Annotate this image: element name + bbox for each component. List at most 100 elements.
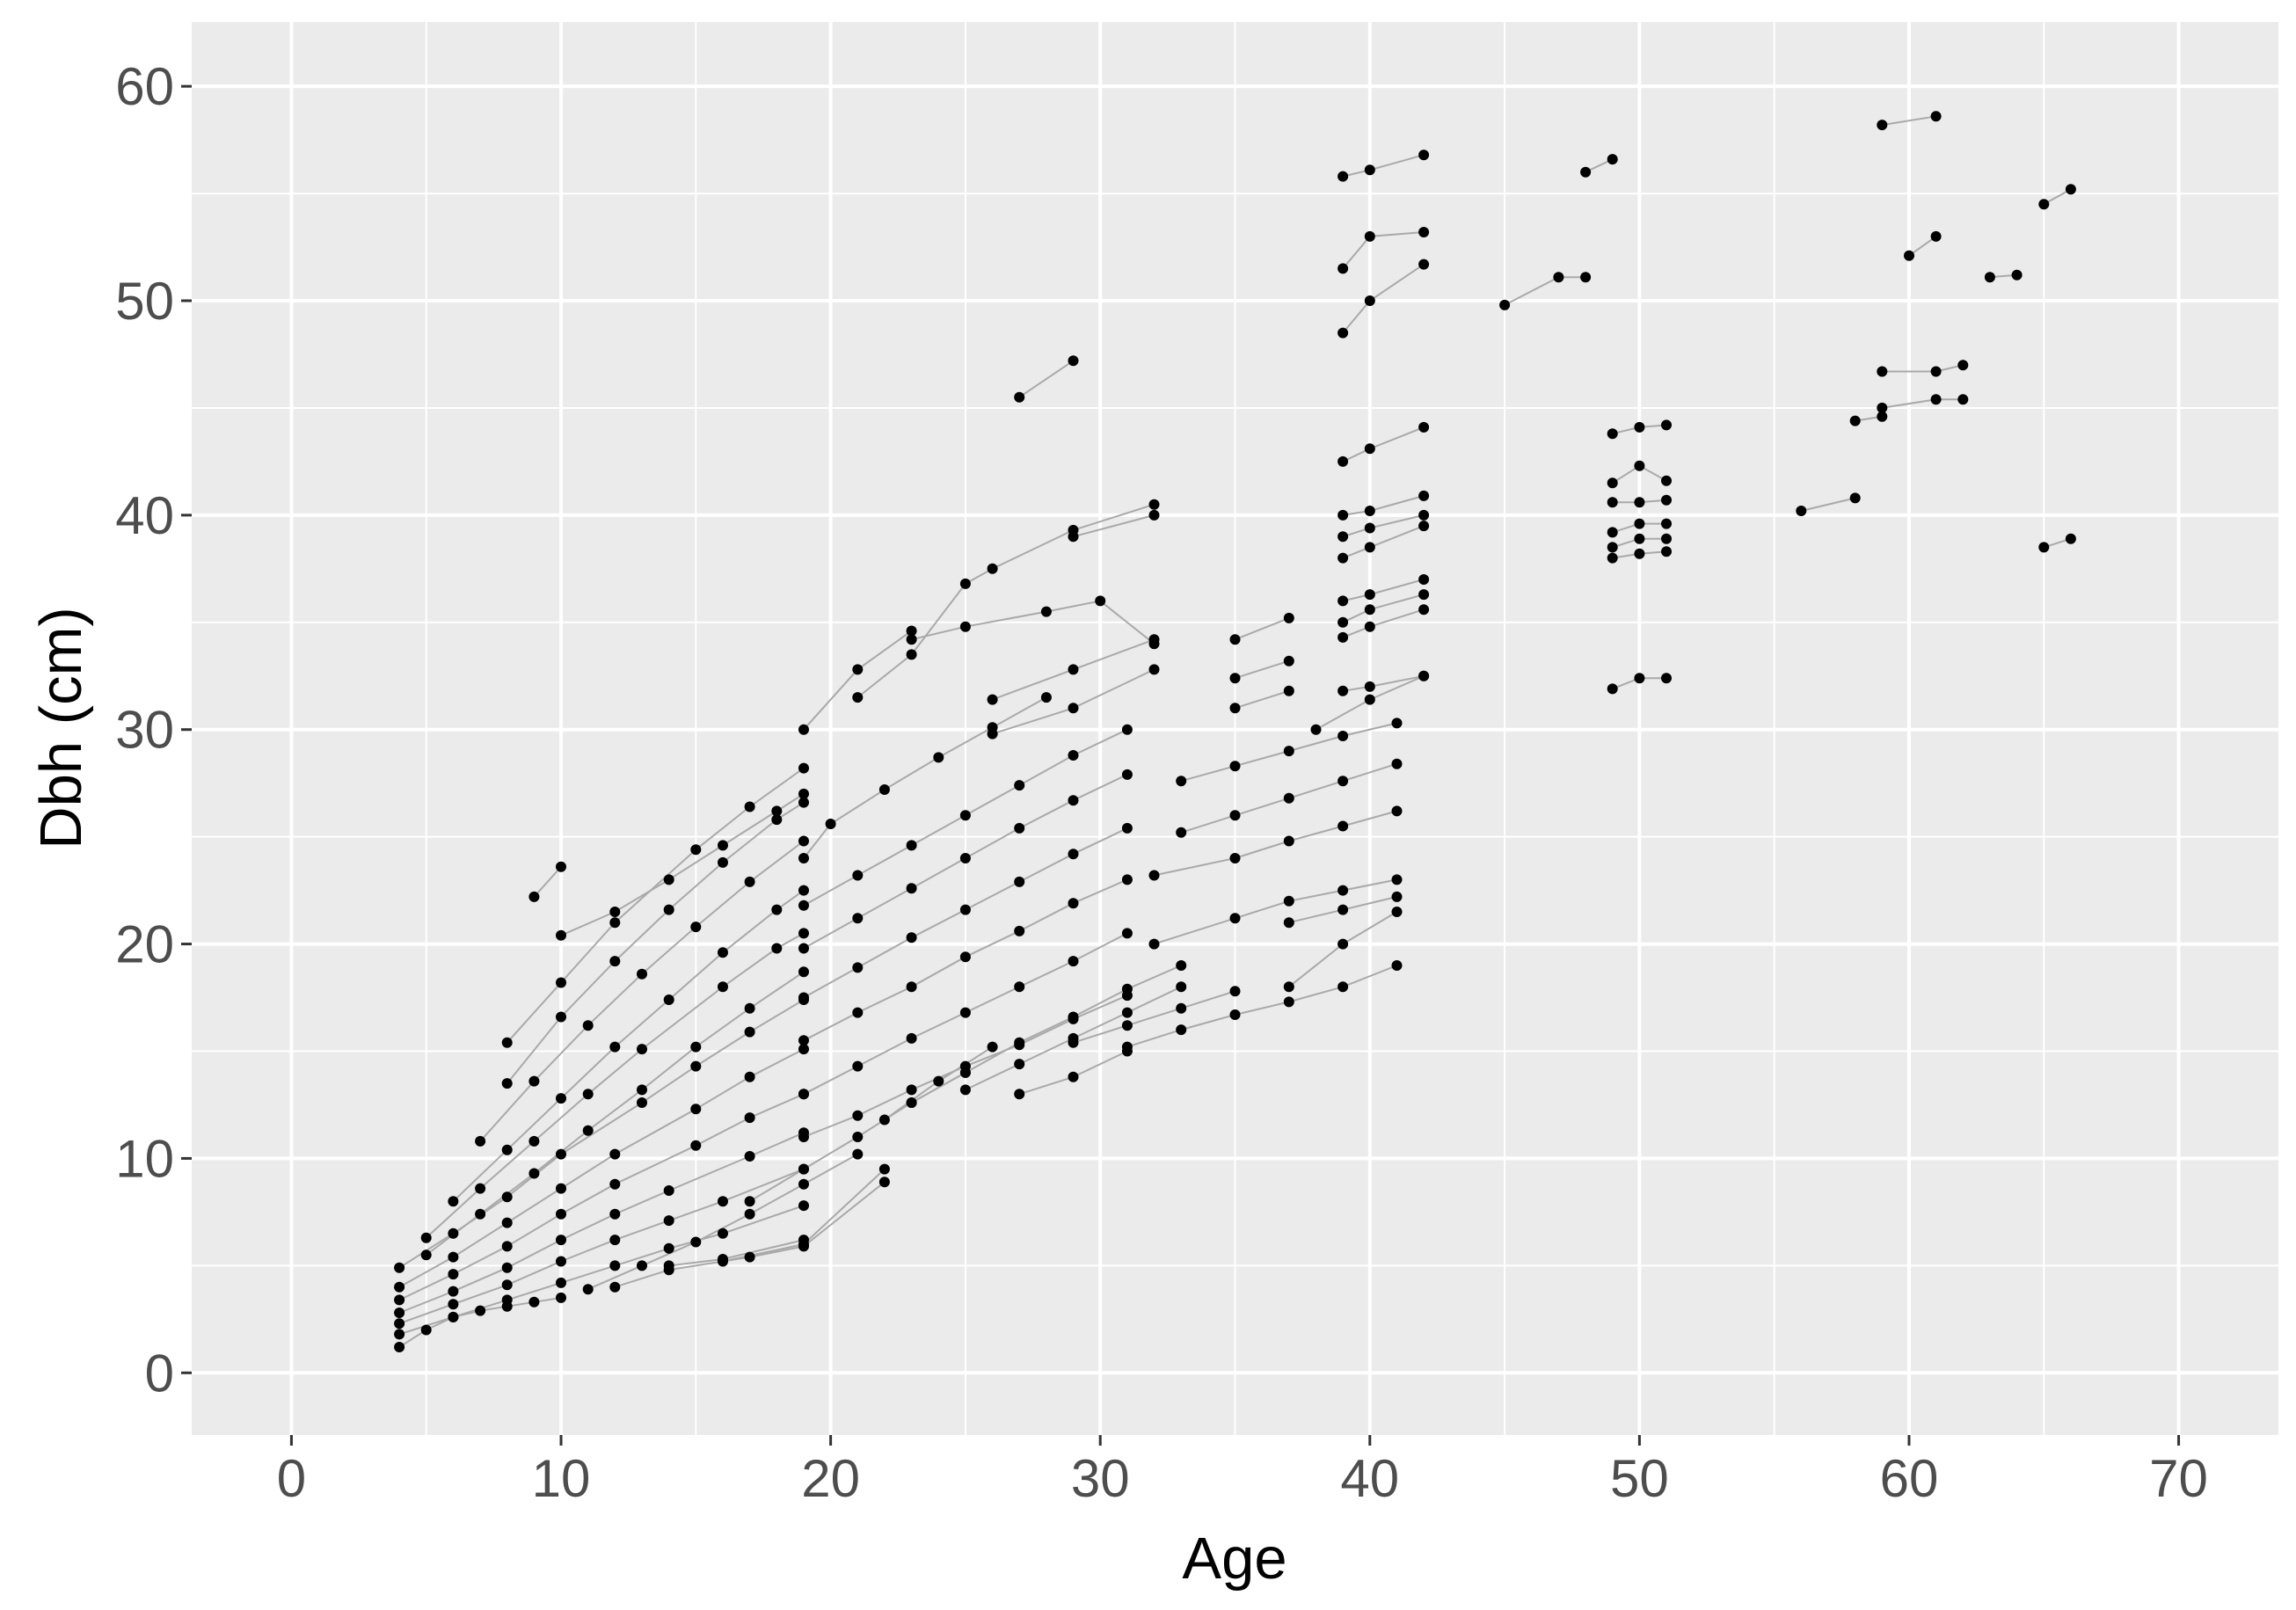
data-point [637,1260,647,1271]
data-point [1040,606,1052,617]
data-point [1148,938,1160,950]
data-point [1121,822,1133,834]
data-point [1176,1002,1187,1014]
data-point [1338,904,1349,915]
data-point [609,1281,621,1293]
data-point [1904,250,1914,261]
series-line [398,1093,805,1301]
data-point [1634,460,1645,471]
data-point [1957,394,1969,405]
data-point [2038,199,2050,210]
data-point [1068,355,1079,367]
x-tick-label: 40 [1340,1449,1399,1508]
data-point [1607,552,1618,564]
data-point [987,694,998,705]
data-point [609,1235,621,1246]
data-point [1229,853,1241,863]
data-point [852,870,864,881]
data-point [933,752,944,763]
data-point [501,1294,513,1306]
data-point [663,1185,674,1196]
data-point [959,621,971,632]
data-point [637,1044,647,1055]
data-point [1338,938,1349,950]
data-point [1338,981,1349,993]
data-point [1068,898,1079,909]
data-point [771,943,783,954]
data-point [1418,421,1430,433]
data-point [1014,391,1025,403]
data-point [906,840,917,851]
data-point [798,1132,809,1142]
data-point [475,1208,486,1220]
series-line [398,1048,805,1288]
data-point [1661,673,1672,684]
data-point [690,922,702,933]
data-point [852,1132,864,1142]
data-point [663,1242,674,1254]
data-point [1391,805,1403,817]
data-point [1014,876,1025,887]
data-point [1176,776,1187,787]
data-point [690,1104,702,1115]
data-point [1229,1009,1241,1020]
data-point [1580,272,1592,283]
data-point [825,819,836,829]
x-tick-label: 50 [1610,1449,1669,1508]
data-point [959,1007,971,1018]
data-point [394,1281,405,1293]
data-point [501,1144,513,1155]
data-point [1391,907,1403,917]
data-point [718,1228,728,1239]
series-line [856,503,1155,698]
data-point [1014,1037,1025,1048]
data-point [1068,531,1079,543]
data-point [1418,490,1430,501]
series-line [426,932,805,1239]
data-point [1014,1089,1025,1100]
data-point [878,1177,890,1188]
y-tick-label: 30 [115,701,174,760]
data-point [556,861,566,872]
data-point [718,1196,728,1207]
data-point [906,883,917,894]
data-point [1364,604,1375,616]
data-point [1229,810,1241,821]
data-point [718,947,728,958]
data-point [1391,960,1403,971]
data-point [798,928,809,939]
series-line [533,866,562,898]
data-point [987,563,998,574]
data-point [556,977,566,988]
data-point [1338,885,1349,896]
data-point [420,1324,432,1336]
data-point [744,1151,755,1162]
data-point [1283,685,1294,696]
data-point [690,1041,702,1053]
data-point [744,1208,755,1220]
data-point [906,649,917,660]
data-point [556,929,566,941]
data-point [556,1256,566,1267]
data-point [798,853,809,863]
series-line [1235,616,1290,641]
data-point [663,874,674,885]
data-point [1661,475,1672,486]
data-point [771,805,783,817]
data-point [959,951,971,963]
data-point [718,1256,728,1267]
data-point [501,1241,513,1252]
data-point [1607,542,1618,553]
data-point [1796,506,1807,516]
data-point [1849,415,1861,426]
data-point [501,1078,513,1089]
data-point [744,801,755,812]
data-point [798,797,809,808]
x-tick-label: 10 [532,1449,591,1508]
data-point [1661,546,1672,557]
data-point [1849,492,1861,504]
data-point [1634,673,1645,684]
data-point [420,1232,432,1243]
data-point [690,1236,702,1248]
